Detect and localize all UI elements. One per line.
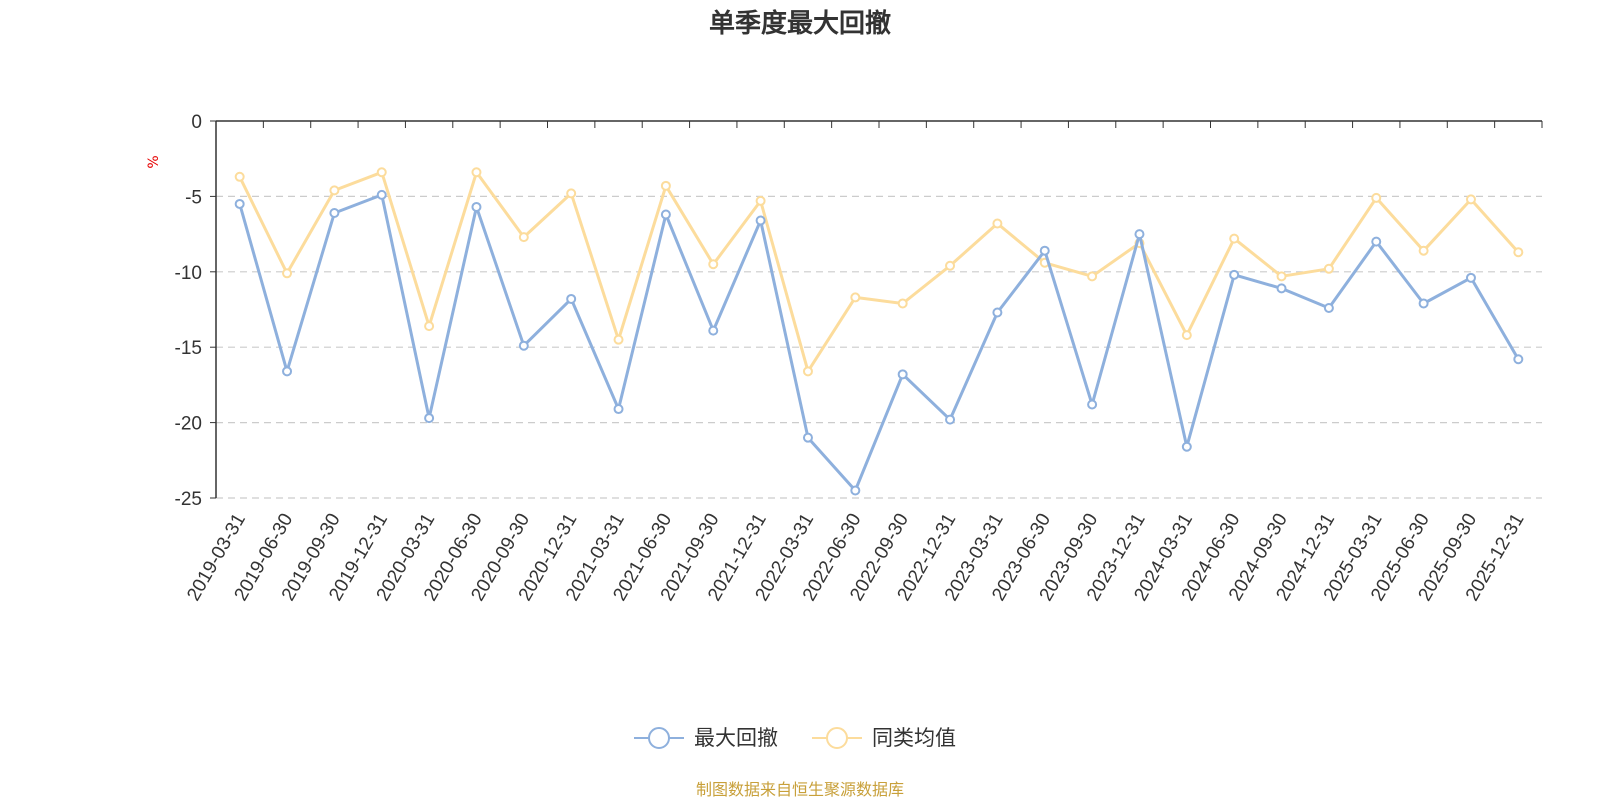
series-2-point (282, 268, 293, 279)
source-note: 制图数据来自恒生聚源数据库 (696, 780, 904, 799)
series-2-point (424, 321, 435, 332)
series-1-point (1087, 399, 1098, 410)
grid-lines (216, 195, 1542, 499)
series-2-point (329, 185, 340, 196)
legend: 最大回撤 同类均值 (634, 726, 956, 750)
series-1-line (238, 193, 1520, 492)
series-2-point (613, 334, 624, 345)
series-1-point (1513, 354, 1524, 365)
series-2-point (1465, 194, 1476, 205)
series-2-point (1181, 330, 1192, 341)
series-2-point (708, 259, 719, 270)
legend-item-series-1[interactable]: 最大回撤 (634, 726, 778, 750)
series-2-line (238, 170, 1520, 373)
y-axis-label: % (146, 155, 162, 168)
series-2-point (1323, 263, 1334, 274)
series-1-point (471, 201, 482, 212)
series-1-point (1229, 269, 1240, 280)
x-tick-labels: 2019-03-312019-06-302019-09-302019-12-31… (183, 510, 1528, 605)
series-1-point (1039, 245, 1050, 256)
series-1-point (850, 485, 861, 496)
series-2-point (850, 292, 861, 303)
chart-title: 单季度最大回撤 (709, 8, 891, 39)
series-1-point (992, 307, 1003, 318)
series-1-point (897, 369, 908, 380)
series-1-point (1276, 283, 1287, 294)
series-2-point (234, 171, 245, 182)
legend-series-1-label: 最大回撤 (694, 726, 778, 750)
series-2-point (518, 232, 529, 243)
series-1-point (1134, 229, 1145, 240)
legend-item-series-2[interactable]: 同类均值 (812, 726, 956, 750)
legend-series-2-label: 同类均值 (872, 726, 956, 750)
series-1-point (376, 189, 387, 200)
series-2-point (1229, 233, 1240, 244)
legend-series-2-marker (826, 727, 848, 749)
series-1-point (566, 293, 577, 304)
series-1-point (518, 340, 529, 351)
series-1-point (1181, 441, 1192, 452)
series-2-point (1276, 271, 1287, 282)
y-tick-labels: 0 -5 -10 -15 -20 -25 (175, 112, 202, 510)
y-tick-label: -25 (175, 489, 202, 510)
series-1-point (1323, 302, 1334, 313)
y-tick-label: -5 (185, 187, 202, 208)
series-1-point (1371, 236, 1382, 247)
series-2-point (755, 195, 766, 206)
series-1-point (1465, 272, 1476, 283)
series-1-point (755, 215, 766, 226)
series-2-point (992, 218, 1003, 229)
series-2 (234, 167, 1524, 377)
series-1-point (660, 209, 671, 220)
series-2-point (660, 180, 671, 191)
y-tick-label: -10 (175, 263, 202, 284)
series-1 (234, 189, 1524, 496)
series-2-point (1371, 192, 1382, 203)
series-1-point (424, 413, 435, 424)
series-2-point (1513, 247, 1524, 258)
series-2-point (1087, 271, 1098, 282)
axes (210, 120, 1543, 499)
series-2-point (1418, 245, 1429, 256)
y-tick-label: -20 (175, 414, 202, 435)
series-2-point (566, 188, 577, 199)
series-1-point (1418, 298, 1429, 309)
legend-series-1-marker (648, 727, 670, 749)
series-lines (234, 167, 1524, 496)
series-1-point (945, 414, 956, 425)
series-2-point (471, 167, 482, 178)
series-2-point (376, 167, 387, 178)
series-2-point (802, 366, 813, 377)
series-1-point (234, 198, 245, 209)
series-1-point (802, 432, 813, 443)
y-tick-label: -15 (175, 338, 202, 359)
series-2-point (897, 298, 908, 309)
y-tick-label: 0 (191, 112, 202, 133)
series-1-point (282, 366, 293, 377)
series-1-point (329, 207, 340, 218)
series-1-point (708, 325, 719, 336)
series-1-point (613, 404, 624, 415)
series-2-point (945, 260, 956, 271)
